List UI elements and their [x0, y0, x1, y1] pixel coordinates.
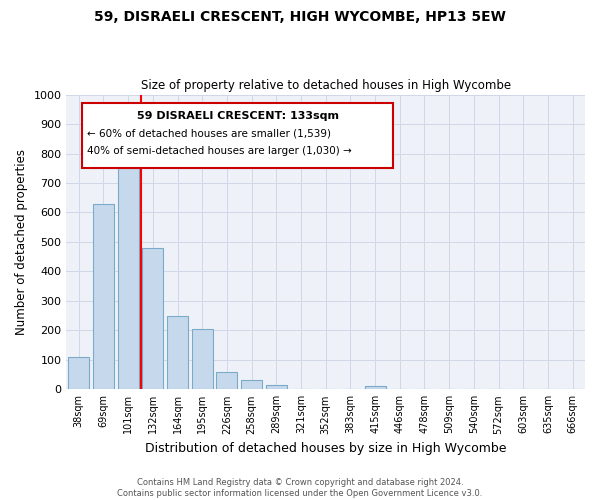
Bar	[365, 386, 386, 390]
X-axis label: Distribution of detached houses by size in High Wycombe: Distribution of detached houses by size …	[145, 442, 506, 455]
Bar	[217, 372, 238, 390]
Bar	[241, 380, 262, 390]
Y-axis label: Number of detached properties: Number of detached properties	[15, 149, 28, 335]
Bar	[93, 204, 114, 390]
Bar	[118, 154, 139, 390]
Text: 59, DISRAELI CRESCENT, HIGH WYCOMBE, HP13 5EW: 59, DISRAELI CRESCENT, HIGH WYCOMBE, HP1…	[94, 10, 506, 24]
Bar	[167, 316, 188, 390]
Bar	[68, 357, 89, 390]
Bar	[266, 385, 287, 390]
Bar	[142, 248, 163, 390]
Bar	[192, 329, 213, 390]
Text: 40% of semi-detached houses are larger (1,030) →: 40% of semi-detached houses are larger (…	[87, 146, 352, 156]
FancyBboxPatch shape	[82, 104, 393, 168]
Title: Size of property relative to detached houses in High Wycombe: Size of property relative to detached ho…	[140, 79, 511, 92]
Text: Contains HM Land Registry data © Crown copyright and database right 2024.
Contai: Contains HM Land Registry data © Crown c…	[118, 478, 482, 498]
Text: ← 60% of detached houses are smaller (1,539): ← 60% of detached houses are smaller (1,…	[87, 128, 331, 138]
Text: 59 DISRAELI CRESCENT: 133sqm: 59 DISRAELI CRESCENT: 133sqm	[137, 111, 338, 121]
